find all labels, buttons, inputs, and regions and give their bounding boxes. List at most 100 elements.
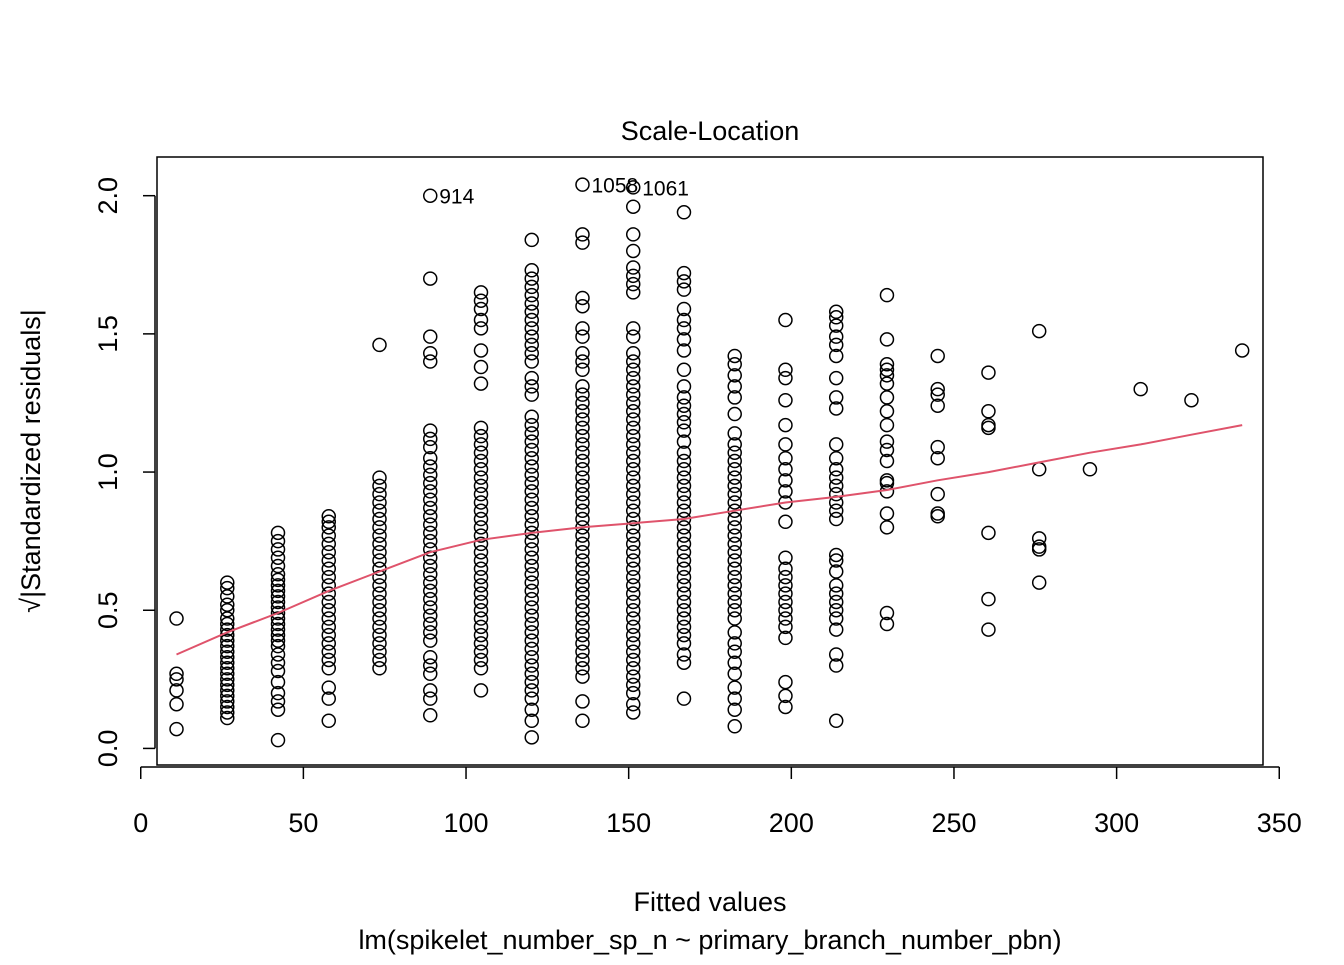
data-point bbox=[473, 569, 489, 585]
data-point bbox=[625, 243, 641, 259]
data-point bbox=[727, 536, 742, 552]
data-point bbox=[625, 511, 641, 527]
x-tick-label: 150 bbox=[606, 808, 651, 838]
data-point bbox=[778, 462, 793, 477]
x-axis: 0 50 100 150 200 250 300 350 bbox=[133, 766, 1302, 838]
data-point bbox=[422, 558, 438, 574]
smooth-line-group bbox=[176, 424, 1243, 656]
data-point bbox=[422, 708, 438, 723]
data-point bbox=[321, 528, 337, 543]
data-point bbox=[524, 550, 539, 565]
data-point bbox=[524, 459, 539, 474]
data-point bbox=[778, 437, 793, 452]
data-point bbox=[778, 312, 793, 328]
data-point bbox=[422, 423, 438, 438]
data-point bbox=[220, 597, 235, 612]
data-point bbox=[625, 276, 641, 292]
data-point bbox=[727, 495, 742, 510]
data-point bbox=[422, 658, 438, 673]
data-point bbox=[727, 702, 742, 717]
data-point bbox=[1234, 343, 1250, 358]
data-point bbox=[575, 553, 590, 568]
data-point bbox=[676, 561, 692, 577]
data-point bbox=[524, 304, 539, 320]
data-point bbox=[220, 710, 235, 726]
data-point bbox=[220, 649, 235, 665]
point-label: 1058 bbox=[591, 175, 638, 198]
data-point bbox=[676, 602, 692, 618]
data-point bbox=[981, 525, 996, 541]
data-point bbox=[422, 600, 438, 615]
data-point bbox=[828, 304, 844, 320]
data-point bbox=[270, 685, 286, 701]
data-point bbox=[270, 550, 286, 565]
data-point bbox=[676, 398, 692, 413]
data-point bbox=[473, 503, 489, 518]
data-point bbox=[524, 354, 539, 369]
data-point bbox=[828, 450, 844, 466]
data-point bbox=[220, 575, 235, 590]
data-point bbox=[524, 417, 539, 433]
data-point bbox=[372, 611, 387, 626]
data-point bbox=[473, 301, 489, 317]
data-point bbox=[625, 321, 641, 336]
data-point bbox=[524, 730, 539, 745]
data-point bbox=[524, 387, 539, 402]
data-point bbox=[727, 544, 742, 560]
data-point bbox=[169, 721, 184, 737]
data-point bbox=[321, 619, 337, 635]
data-point bbox=[575, 627, 590, 643]
data-point bbox=[676, 691, 692, 706]
data-point bbox=[828, 478, 844, 494]
data-point bbox=[625, 619, 641, 635]
data-point bbox=[270, 525, 286, 541]
data-point bbox=[270, 589, 286, 604]
data-point bbox=[321, 553, 337, 568]
data-point bbox=[473, 652, 489, 668]
data-point bbox=[828, 470, 844, 485]
data-point bbox=[321, 509, 337, 524]
data-point bbox=[879, 442, 895, 458]
data-point bbox=[727, 586, 742, 601]
data-point bbox=[524, 312, 539, 328]
data-point bbox=[473, 594, 489, 610]
data-point bbox=[473, 683, 489, 698]
data-point bbox=[625, 470, 641, 485]
data-point bbox=[778, 550, 793, 565]
data-point bbox=[625, 395, 641, 411]
data-point bbox=[625, 669, 641, 684]
data-point bbox=[422, 567, 438, 582]
data-point bbox=[778, 417, 793, 433]
data-point bbox=[372, 594, 387, 610]
data-point bbox=[524, 600, 539, 615]
data-point bbox=[625, 611, 641, 626]
data-point bbox=[879, 434, 895, 449]
data-point bbox=[321, 661, 337, 676]
data-point bbox=[828, 658, 844, 673]
data-point bbox=[422, 329, 438, 344]
data-point bbox=[220, 661, 235, 676]
data-point bbox=[676, 265, 692, 281]
data-point bbox=[524, 533, 539, 549]
data-point bbox=[321, 520, 337, 535]
data-point bbox=[270, 583, 286, 599]
data-point bbox=[930, 348, 945, 364]
data-point bbox=[727, 602, 742, 618]
data-point bbox=[524, 509, 539, 524]
data-point bbox=[778, 688, 793, 704]
data-point bbox=[321, 611, 337, 626]
data-point bbox=[473, 544, 489, 560]
data-point bbox=[473, 293, 489, 308]
data-point bbox=[220, 694, 235, 709]
data-point bbox=[625, 428, 641, 444]
data-point bbox=[676, 390, 692, 405]
data-point bbox=[778, 699, 793, 715]
data-point bbox=[524, 442, 539, 458]
data-point bbox=[828, 390, 844, 405]
data-point bbox=[422, 542, 438, 557]
data-point bbox=[879, 605, 895, 621]
data-point bbox=[727, 625, 742, 640]
data-point bbox=[625, 199, 641, 214]
